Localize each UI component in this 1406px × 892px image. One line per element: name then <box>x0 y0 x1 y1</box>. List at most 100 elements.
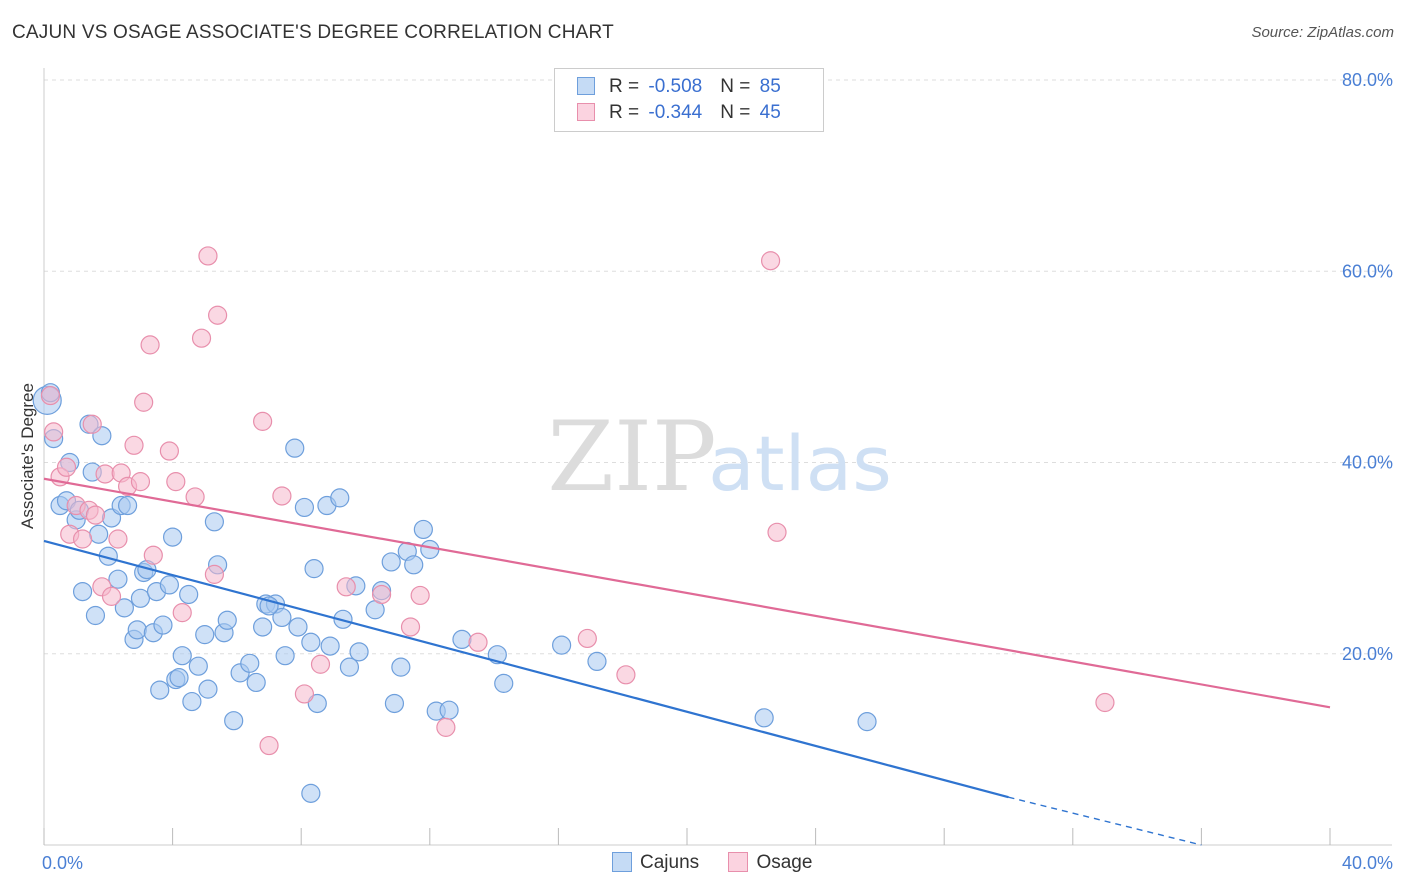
osage-points <box>40 246 1115 756</box>
cajun-point <box>153 615 173 635</box>
osage-point <box>44 422 64 442</box>
legend-r-value: -0.508 <box>648 76 703 97</box>
osage-point <box>436 717 456 737</box>
cajun-point <box>246 672 266 693</box>
osage-point <box>101 586 122 606</box>
cajun-point <box>240 653 260 673</box>
cajun-point <box>272 607 292 628</box>
osage-point <box>253 411 273 431</box>
cajun-point <box>439 700 459 720</box>
osage-point <box>56 457 77 477</box>
osage-point <box>124 435 144 455</box>
osage-point <box>204 564 224 584</box>
cajun-point <box>127 620 147 640</box>
cajun-point <box>413 519 433 540</box>
osage-point <box>410 585 430 606</box>
osage-point <box>760 251 781 271</box>
cajuns-points <box>32 383 877 803</box>
cajun-point <box>857 712 877 732</box>
series-legend-osage[interactable]: Osage <box>728 852 812 874</box>
osage-point <box>1095 692 1115 713</box>
series-swatch-cajuns <box>612 852 632 872</box>
cajun-point <box>204 512 224 532</box>
cajun-point <box>301 632 321 652</box>
series-legend: Cajuns Osage <box>612 852 836 874</box>
y-tick-label: 80.0% <box>1342 70 1393 90</box>
tick-labels: 20.0% 40.0% 60.0% 80.0% 0.0% 40.0% <box>42 70 1393 873</box>
cajuns-trend-line <box>43 539 1009 799</box>
cajun-point <box>253 617 273 637</box>
cajun-point <box>89 524 109 544</box>
cajun-point <box>381 552 401 572</box>
cajun-point <box>339 657 360 677</box>
cajun-point <box>384 693 405 714</box>
y-tick-label: 20.0% <box>1342 644 1393 664</box>
cajun-point <box>301 783 321 803</box>
osage-point <box>208 305 228 325</box>
osage-point <box>198 246 218 266</box>
osage-point <box>130 472 151 492</box>
osage-point <box>140 335 160 355</box>
osage-point <box>95 464 115 484</box>
osage-point <box>310 654 331 674</box>
cajun-point <box>285 438 305 458</box>
series-swatch-osage <box>728 852 749 872</box>
legend-n-value: 85 <box>759 76 781 97</box>
watermark: ZIP atlas <box>547 401 891 513</box>
cajun-point <box>150 680 170 700</box>
watermark-zip: ZIP <box>547 401 716 513</box>
legend-row-osage: R = -0.344 N = 45 <box>577 102 781 126</box>
osage-point <box>767 522 787 542</box>
legend-r-label: R = <box>609 76 645 97</box>
cajun-point <box>587 651 607 672</box>
cajun-point <box>452 629 472 650</box>
osage-point <box>85 505 106 525</box>
osage-point <box>616 665 636 685</box>
osage-point <box>336 577 356 597</box>
legend-swatch-cajuns <box>577 77 595 95</box>
legend-n-label: N = <box>720 102 756 123</box>
series-label-cajuns: Cajuns <box>640 852 700 873</box>
legend-n-value: 45 <box>759 102 781 123</box>
osage-point <box>143 545 163 565</box>
x-tick-label: 40.0% <box>1342 853 1393 873</box>
watermark-atlas: atlas <box>708 419 892 508</box>
osage-point <box>172 603 192 623</box>
x-tick-label: 0.0% <box>42 853 83 873</box>
cajun-point <box>188 656 208 676</box>
osage-point <box>294 684 315 704</box>
cajun-point <box>754 708 774 728</box>
cajun-point <box>217 610 237 630</box>
series-label-osage: Osage <box>756 852 813 873</box>
cajun-point <box>494 673 514 693</box>
cajun-point <box>552 635 572 655</box>
y-tick-label: 60.0% <box>1342 261 1393 281</box>
y-axis-label: Associate's Degree <box>18 383 37 529</box>
series-legend-cajuns[interactable]: Cajuns <box>612 852 699 874</box>
osage-point <box>191 328 212 348</box>
cajun-point <box>72 581 93 602</box>
correlation-legend: R = -0.508 N = 85 R = -0.344 N = 45 <box>554 68 824 132</box>
cajun-point <box>108 569 128 589</box>
cajun-point <box>294 497 315 518</box>
osage-point <box>72 529 93 549</box>
legend-row-cajuns: R = -0.508 N = 85 <box>577 76 781 100</box>
cajun-point <box>169 668 189 688</box>
osage-point <box>272 486 292 506</box>
osage-point <box>577 628 597 649</box>
legend-r-label: R = <box>609 102 645 123</box>
axes <box>43 68 1392 846</box>
cajun-point <box>172 646 192 666</box>
osage-point <box>134 392 154 412</box>
cajun-point <box>307 693 327 714</box>
chart-source: Source: ZipAtlas.com <box>1251 24 1394 41</box>
chart-title: CAJUN VS OSAGE ASSOCIATE'S DEGREE CORREL… <box>12 22 614 43</box>
cajun-point <box>130 588 151 608</box>
cajun-point <box>304 559 324 579</box>
cajun-point <box>275 646 295 666</box>
cajun-point <box>85 605 106 626</box>
cajun-point <box>349 642 369 662</box>
osage-trend-line <box>43 477 1331 709</box>
cajun-point <box>198 679 218 699</box>
cajun-point <box>391 657 411 677</box>
